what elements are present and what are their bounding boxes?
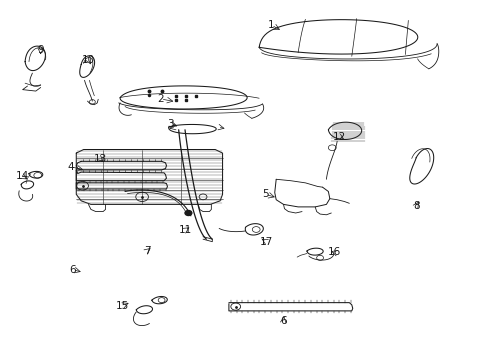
Text: 3: 3 (167, 119, 173, 129)
Text: 7: 7 (143, 246, 150, 256)
Text: 6: 6 (69, 265, 76, 275)
Text: 12: 12 (332, 132, 346, 142)
Text: 10: 10 (81, 55, 95, 65)
Text: 15: 15 (116, 301, 129, 311)
Text: 17: 17 (259, 237, 272, 247)
Text: 9: 9 (37, 45, 44, 55)
Text: 13: 13 (94, 154, 107, 164)
Text: 8: 8 (412, 201, 419, 211)
Circle shape (184, 211, 191, 216)
Text: 14: 14 (16, 171, 29, 181)
Text: 5: 5 (262, 189, 268, 199)
Text: 16: 16 (327, 247, 341, 257)
Text: 1: 1 (267, 20, 274, 30)
Text: 2: 2 (157, 94, 163, 104)
Text: 6: 6 (280, 316, 286, 325)
Text: 11: 11 (178, 225, 191, 235)
Text: 4: 4 (67, 162, 74, 172)
